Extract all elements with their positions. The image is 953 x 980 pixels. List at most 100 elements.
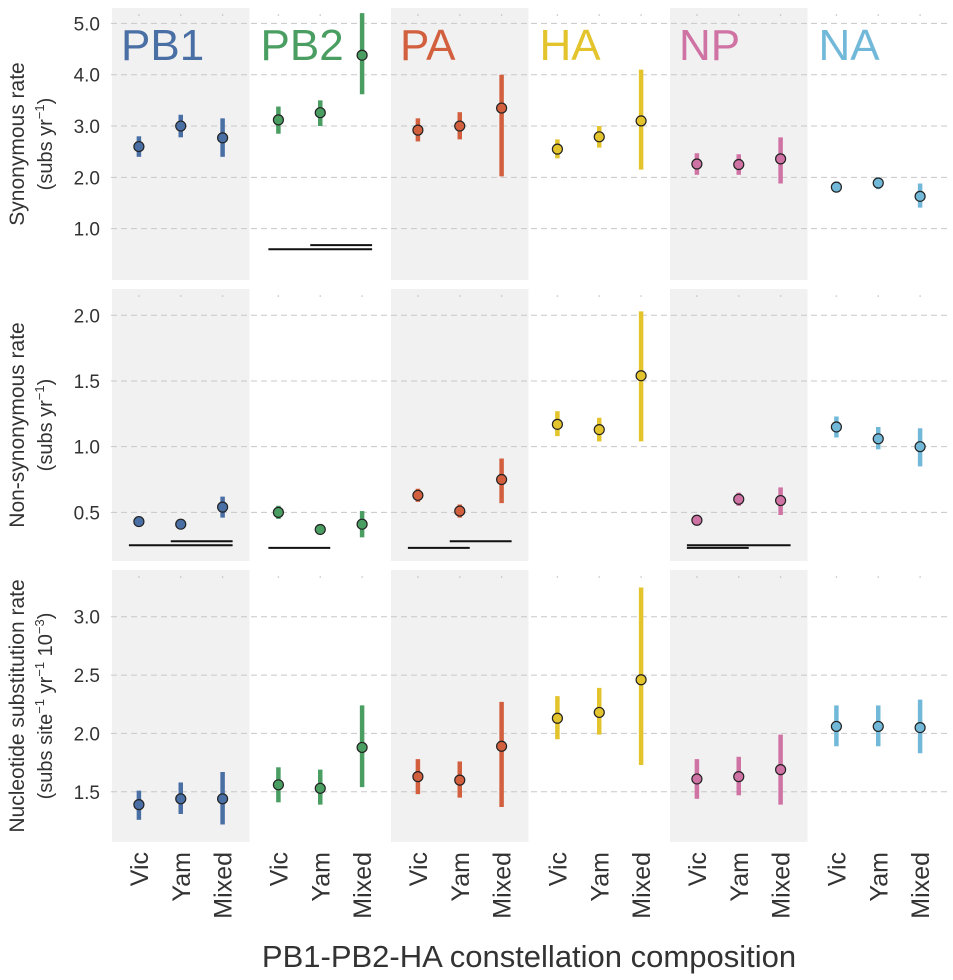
top-tick-dot — [221, 14, 224, 16]
y-tick-label-nucleotide: 3.0 — [74, 608, 100, 629]
y-axis-unit-part: −3 — [32, 619, 47, 634]
x-tick-label-pb1-yam: Yam — [168, 852, 196, 902]
top-tick-dot — [138, 576, 140, 578]
point-synonymous-ha-mixed — [635, 115, 647, 127]
point-synonymous-na-yam — [872, 177, 884, 189]
point-nonsynonymous-ha-vic — [551, 418, 564, 430]
top-tick-dot — [500, 576, 503, 578]
x-tick-label-na-yam: Yam — [865, 852, 893, 902]
y-tick-label-synonymous: 3.0 — [74, 117, 100, 138]
point-nucleotide-pb1-vic — [133, 799, 145, 811]
segment-title-ha: HA — [540, 21, 602, 70]
top-tick-dot — [277, 14, 280, 16]
top-tick-dot — [640, 576, 642, 578]
point-nonsynonymous-pb1-mixed — [217, 501, 229, 513]
top-tick-dot — [221, 295, 224, 297]
x-tick-label-pb2-mixed: Mixed — [349, 852, 377, 919]
top-tick-dot — [696, 295, 698, 297]
x-tick-label-pb2-yam: Yam — [307, 852, 335, 902]
y-tick-label-synonymous: 4.0 — [74, 66, 100, 87]
top-tick-dot — [737, 576, 740, 578]
point-nonsynonymous-na-mixed — [914, 441, 926, 453]
y-axis-unit-part: −1 — [32, 662, 47, 677]
top-tick-dot — [877, 295, 880, 297]
point-nucleotide-pa-yam — [454, 774, 466, 786]
y-axis-title-synonymous: Synonymous rate — [6, 62, 29, 225]
top-tick-dot — [696, 576, 698, 578]
x-axis-title: PB1-PB2-HA constellation composition — [262, 939, 796, 974]
point-nucleotide-na-yam — [872, 720, 884, 733]
top-tick-dot — [361, 295, 363, 297]
y-axis-unit-part: (subs yr — [35, 119, 57, 190]
x-tick-label-np-vic: Vic — [684, 852, 712, 886]
point-nucleotide-pb2-yam — [314, 782, 326, 794]
point-synonymous-np-mixed — [774, 153, 787, 165]
point-synonymous-ha-vic — [551, 143, 564, 155]
panel-bg-nonsynonymous-np — [670, 289, 808, 561]
top-tick-dot — [556, 14, 559, 16]
point-nonsynonymous-np-vic — [691, 514, 703, 526]
point-synonymous-pb2-vic — [272, 114, 284, 126]
top-tick-dot — [277, 295, 280, 297]
top-tick-dot — [319, 295, 322, 297]
top-tick-dot — [417, 295, 419, 297]
x-tick-label-pb1-vic: Vic — [126, 852, 154, 886]
point-nucleotide-pa-mixed — [496, 740, 508, 752]
y-tick-label-synonymous: 2.0 — [74, 168, 100, 189]
point-nucleotide-ha-yam — [593, 706, 605, 719]
point-nonsynonymous-ha-yam — [593, 423, 605, 436]
top-tick-dot — [919, 576, 921, 578]
x-tick-label-na-vic: Vic — [823, 852, 851, 886]
top-tick-dot — [737, 295, 740, 297]
top-tick-dot — [179, 576, 182, 578]
y-tick-label-nonsynonymous: 2.0 — [74, 306, 100, 327]
top-tick-dot — [417, 14, 419, 16]
point-nucleotide-pb2-vic — [272, 779, 284, 791]
y-axis-unit-part: −1 — [32, 699, 47, 714]
point-nucleotide-np-yam — [733, 771, 745, 783]
point-nucleotide-ha-vic — [551, 712, 564, 724]
y-tick-label-nonsynonymous: 1.0 — [74, 438, 100, 459]
top-tick-dot — [779, 576, 782, 578]
point-nonsynonymous-na-vic — [830, 421, 843, 433]
point-synonymous-pa-vic — [412, 124, 424, 136]
point-synonymous-na-mixed — [914, 190, 926, 202]
top-tick-dot — [138, 295, 140, 297]
point-synonymous-ha-yam — [593, 131, 605, 143]
top-tick-dot — [919, 14, 921, 16]
point-nonsynonymous-np-mixed — [774, 494, 787, 507]
data-marks — [128, 13, 926, 825]
y-axis-unit-part: ) — [35, 613, 57, 620]
top-tick-dot — [779, 14, 782, 16]
y-tick-label-nonsynonymous: 0.5 — [74, 503, 100, 524]
top-tick-dot — [277, 576, 280, 578]
point-synonymous-np-yam — [733, 158, 745, 171]
point-nucleotide-pb1-mixed — [217, 793, 229, 805]
top-tick-dot — [779, 295, 782, 297]
point-nucleotide-np-mixed — [774, 764, 787, 776]
top-tick-dot — [458, 14, 461, 16]
panel-bg-synonymous-np — [670, 8, 808, 280]
point-nonsynonymous-na-yam — [872, 433, 884, 445]
top-tick-dot — [640, 295, 642, 297]
top-tick-dot — [417, 576, 419, 578]
top-tick-dot — [598, 576, 601, 578]
point-nonsynonymous-pb2-vic — [272, 506, 284, 518]
top-tick-dot — [835, 576, 838, 578]
x-tick-label-np-yam: Yam — [726, 852, 754, 902]
y-tick-label-nonsynonymous: 1.5 — [74, 372, 100, 393]
y-axis-unit-part: (subs site — [35, 714, 57, 800]
y-tick-label-nucleotide: 2.0 — [74, 724, 100, 745]
panel-bg-nonsynonymous-pa — [391, 289, 529, 561]
point-nucleotide-pb2-mixed — [356, 741, 368, 754]
panel-bg-nucleotide-np — [670, 570, 808, 842]
top-tick-dot — [835, 14, 838, 16]
point-nonsynonymous-pb1-vic — [133, 515, 145, 528]
top-tick-dot — [696, 14, 698, 16]
top-tick-dot — [221, 576, 224, 578]
segment-title-pb2: PB2 — [261, 21, 344, 70]
x-tick-label-pb2-vic: Vic — [265, 852, 293, 886]
y-axis-unit-part: yr — [35, 676, 57, 699]
